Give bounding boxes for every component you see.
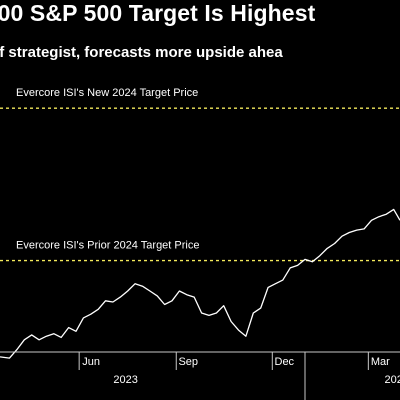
x-tick-label-2: Dec xyxy=(275,356,295,368)
x-axis: Jun Sep Dec Mar 2023 202 xyxy=(0,351,400,400)
reference-line-label-0: Evercore ISI's New 2024 Target Price xyxy=(16,87,198,99)
x-tick-label-3: Mar xyxy=(371,356,390,368)
title-area: s 6,000 S&P 500 Target Is Highest rm's c… xyxy=(0,0,400,80)
series-layer xyxy=(0,208,400,359)
series-line-0 xyxy=(0,208,400,359)
x-year-label-1: 202 xyxy=(384,374,400,386)
reference-line-label-1: Evercore ISI's Prior 2024 Target Price xyxy=(16,240,199,252)
x-tick-label-1: Sep xyxy=(178,356,198,368)
x-year-label-0: 2023 xyxy=(113,374,137,386)
chart-title: s 6,000 S&P 500 Target Is Highest xyxy=(0,0,316,26)
reference-lines: Evercore ISI's New 2024 Target Price Ever… xyxy=(0,87,400,262)
chart-subtitle: rm's chief strategist, forecasts more up… xyxy=(0,44,283,61)
x-tick-label-0: Jun xyxy=(82,356,100,368)
